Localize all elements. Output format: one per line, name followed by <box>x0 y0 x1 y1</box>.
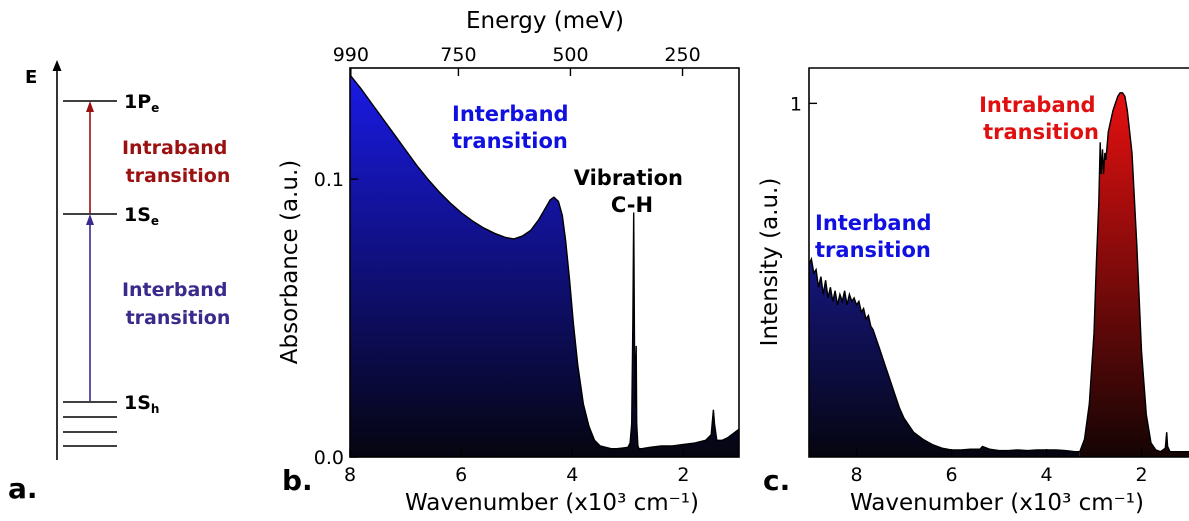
plot-frame-b <box>349 67 740 458</box>
panel-c-label: c. <box>763 464 790 497</box>
panel-c-intensity-chart: 8 6 4 2 1 Wavenumber (x10³ cm⁻¹) Intensity (… <box>757 67 1189 516</box>
energy-axis-label: E <box>25 67 37 88</box>
x-tick-label-c: 6 <box>945 464 957 486</box>
x2-tick-label-b: 750 <box>440 44 476 66</box>
level-1pe-name: 1P <box>124 91 151 113</box>
x2-tick-label-b: 990 <box>333 44 369 66</box>
y-axis-title-b: Absorbance (a.u.) <box>277 160 303 364</box>
vibration-annotation-b-line-2: C-H <box>611 193 653 217</box>
panel-b-absorbance-chart: 8 6 4 2 0.0 0.1 990 750 500 250 Energy (meV) Wave… <box>277 8 740 516</box>
y-tick-label-c: 1 <box>790 93 802 115</box>
interband-annotation-c-line-1: Interband <box>815 211 932 235</box>
x2-tick-label-b: 500 <box>552 44 588 66</box>
x-axis-title-c: Wavenumber (x10³ cm⁻¹) <box>850 490 1144 516</box>
energy-axis-arrowhead <box>52 60 62 71</box>
intraband-annotation-c-line-2: transition <box>983 120 1099 144</box>
interband-area-c <box>809 259 1080 457</box>
interband-label-line-2: transition <box>126 307 231 329</box>
x-tick-label-b: 8 <box>344 464 356 486</box>
level-1sh-label: 1Sh <box>124 392 159 416</box>
x2-tick-label-b: 250 <box>664 44 700 66</box>
interband-annotation-b-line-1: Interband <box>452 102 569 126</box>
y-tick-label-b: 0.0 <box>314 447 344 469</box>
x-tick-label-c: 8 <box>850 464 862 486</box>
intraband-area-c <box>1079 92 1189 457</box>
y-axis-title-c: Intensity (a.u.) <box>757 178 783 347</box>
level-1sh-name: 1S <box>124 392 151 414</box>
x-axis-title-b: Wavenumber (x10³ cm⁻¹) <box>405 490 699 516</box>
intraband-label-line-1: Intraband <box>122 137 227 159</box>
absorbance-line <box>350 74 739 450</box>
level-1se-name: 1S <box>124 204 151 226</box>
intraband-annotation-c: Intraband transition <box>979 93 1103 144</box>
x-tick-label-b: 6 <box>455 464 467 486</box>
x-tick-label-c: 2 <box>1135 464 1147 486</box>
level-1pe-label: 1Pe <box>124 91 159 115</box>
level-1se-sub: e <box>151 214 159 228</box>
interband-annotation-b-line-2: transition <box>452 129 568 153</box>
panel-a-level-diagram: E 1Pe 1Se 1Sh Intraband transition Inter… <box>8 60 234 505</box>
panel-b-label: b. <box>282 464 313 497</box>
y-tick-label-b: 0.1 <box>314 169 344 191</box>
interband-annotation-c: Interband transition <box>815 211 939 262</box>
x-tick-label-b: 4 <box>566 464 578 486</box>
panel-a-label: a. <box>8 472 38 505</box>
interband-annotation-b: Interband transition <box>452 102 576 153</box>
interband-annotation-c-line-2: transition <box>815 238 931 262</box>
plot-frame-c <box>808 67 1189 458</box>
interband-label-line-1: Interband <box>122 279 227 301</box>
intraband-label-line-2: transition <box>126 165 231 187</box>
intraband-annotation-c-line-1: Intraband <box>979 93 1096 117</box>
level-1se-label: 1Se <box>124 204 159 228</box>
absorbance-area <box>350 74 739 457</box>
intensity-line <box>809 92 1189 453</box>
intraband-label: Intraband transition <box>122 137 234 187</box>
level-1pe-sub: e <box>151 101 159 115</box>
interband-arrow-head <box>86 214 94 225</box>
intraband-arrow-head <box>86 101 94 112</box>
vibration-annotation-b: Vibration C-H <box>574 166 691 217</box>
level-1sh-sub: h <box>151 402 160 416</box>
interband-label: Interband transition <box>122 279 234 329</box>
vibration-annotation-b-line-1: Vibration <box>574 166 683 190</box>
x2-axis-title-b: Energy (meV) <box>466 8 624 34</box>
x-tick-label-c: 4 <box>1040 464 1052 486</box>
x-tick-label-b: 2 <box>677 464 689 486</box>
